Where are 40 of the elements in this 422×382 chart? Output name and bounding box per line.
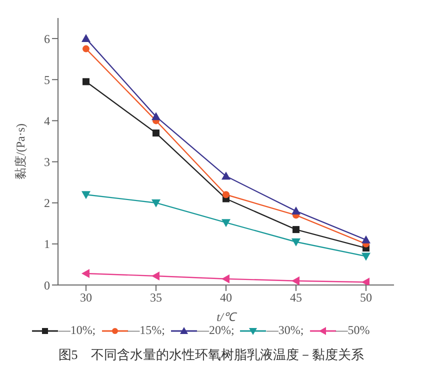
x-tick-label: 45 [290,290,302,305]
point [152,199,160,208]
point [292,206,300,215]
point [152,271,160,280]
point [222,191,230,198]
legend-label: —30%; [266,323,304,338]
legend-label: —50% [336,323,370,338]
point [362,278,370,285]
point [362,252,370,261]
point [222,172,230,180]
point [82,191,90,200]
x-axis-title: t/℃ [216,310,238,324]
point [222,274,230,284]
point [152,112,160,120]
y-tick-label: 5 [44,72,50,87]
y-tick-label: 2 [44,196,50,210]
legend-label: —10%; [58,323,96,338]
x-tick-label: 30 [80,290,92,305]
text: 图5 不同含水量的水性环氧树脂乳液温度－黏度关系 [57,346,365,364]
point [152,130,160,137]
y-tick-label: 3 [44,155,50,170]
point [82,78,90,86]
y-axis-title: 黏度/(Pa·s) [13,124,28,180]
point [222,219,230,228]
y-tick-label: 0 [44,278,50,292]
legend-label: —15%; [128,323,165,338]
x-tick-label: 35 [150,290,162,305]
y-tick-label: 4 [44,114,50,128]
point [292,238,300,246]
y-tick-label: 1 [44,237,50,252]
point [82,45,90,52]
point [292,226,300,234]
x-tick-label: 50 [360,290,372,305]
point [362,235,370,244]
y-tick-label: 6 [44,32,50,46]
point [292,276,300,285]
x-tick-label: 40 [220,290,232,305]
point [82,34,90,42]
point [82,269,90,278]
legend-label: —20%; [197,323,234,338]
